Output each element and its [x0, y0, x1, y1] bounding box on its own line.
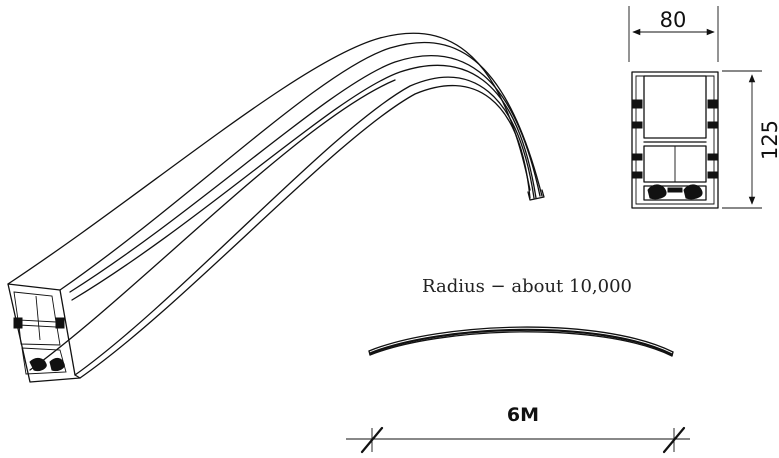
profile-end-face	[7, 283, 81, 383]
bent-profile-3d	[7, 32, 545, 383]
cross-section-view: 80 125	[628, 6, 779, 209]
shallow-arc-profile	[368, 326, 674, 357]
radius-label: Radius − about 10,000	[422, 276, 632, 297]
length-label: 6M	[507, 404, 539, 426]
section-outline	[631, 71, 719, 209]
length-dimension: 6M	[346, 404, 690, 454]
width-label: 80	[660, 8, 687, 32]
height-label: 125	[758, 120, 779, 160]
